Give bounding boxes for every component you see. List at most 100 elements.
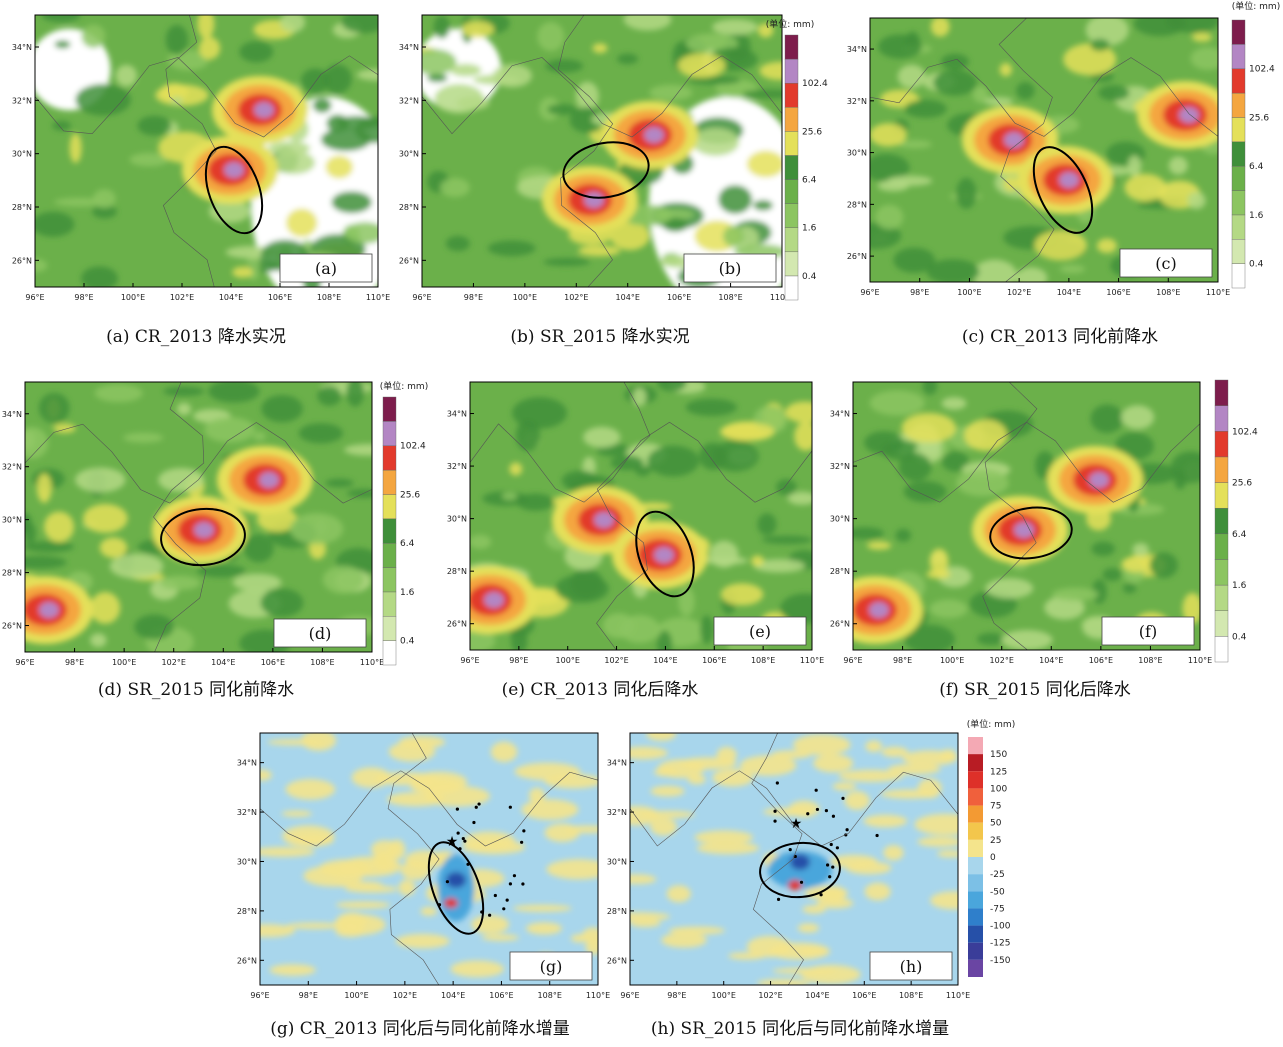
station <box>773 810 776 813</box>
lat-label: 26°N <box>237 956 257 965</box>
colorbar-swatch <box>785 204 798 228</box>
colorbar-label: -25 <box>990 870 1005 880</box>
lat-label: 28°N <box>607 907 627 916</box>
panel-caption: (f) SR_2015 同化后降水 <box>939 680 1131 700</box>
lon-label: 96°E <box>843 656 862 665</box>
lon-label: 102°E <box>564 293 588 302</box>
lon-label: 104°E <box>219 293 243 302</box>
blob <box>1166 9 1220 33</box>
blob <box>1192 33 1212 42</box>
blob <box>1016 82 1035 100</box>
colorbar-label: 150 <box>990 750 1007 760</box>
lat-label: 30°N <box>447 515 467 524</box>
station <box>789 848 792 851</box>
panel-caption: (d) SR_2015 同化前降水 <box>98 680 294 700</box>
station <box>825 809 828 812</box>
blob <box>942 397 967 409</box>
panel-caption: (e) CR_2013 同化后降水 <box>502 680 699 700</box>
lon-label: 110°E <box>366 293 390 302</box>
lon-label: 106°E <box>702 656 726 665</box>
blob <box>789 801 819 818</box>
decrease <box>790 854 810 870</box>
map-panel: 96°E98°E100°E102°E104°E106°E108°E110°E26… <box>399 8 828 347</box>
blob <box>513 905 572 912</box>
blob <box>555 574 609 602</box>
colorbar-label: 0.4 <box>802 272 817 282</box>
blob <box>421 907 437 916</box>
blob <box>450 64 481 77</box>
blob <box>930 549 949 575</box>
lon-label: 98°E <box>464 293 483 302</box>
lat-label: 34°N <box>847 45 867 54</box>
blob <box>1052 588 1099 601</box>
blob <box>776 479 797 496</box>
blob <box>1169 157 1188 175</box>
heavy-rain <box>224 162 244 178</box>
blob <box>870 390 925 415</box>
station <box>520 841 523 844</box>
heavy-rain <box>869 602 889 618</box>
lat-label: 30°N <box>399 150 419 159</box>
blob <box>16 427 48 459</box>
blob <box>37 473 52 503</box>
blob <box>83 504 128 533</box>
blob <box>802 905 825 914</box>
lon-label: 104°E <box>441 991 465 1000</box>
blob <box>512 397 567 429</box>
lon-label: 104°E <box>1039 656 1063 665</box>
colorbar-label: -150 <box>990 956 1011 966</box>
blob <box>937 850 964 857</box>
blob <box>956 178 976 209</box>
heavy-rain <box>594 512 614 528</box>
lon-label: 98°E <box>509 656 528 665</box>
lat-label: 26°N <box>607 956 627 965</box>
colorbar-label: 6.4 <box>400 539 415 549</box>
station <box>509 882 512 885</box>
lon-label: 108°E <box>310 658 334 667</box>
blob <box>931 16 950 36</box>
blob <box>482 934 519 941</box>
blob <box>325 479 353 488</box>
colorbar-swatch <box>1232 166 1245 190</box>
lat-label: 26°N <box>830 620 850 629</box>
blob <box>334 881 383 887</box>
blob <box>233 574 282 591</box>
lat-label: 34°N <box>830 410 850 419</box>
blob <box>977 633 1005 645</box>
station <box>462 837 465 840</box>
lon-label: 98°E <box>299 991 318 1000</box>
blob <box>801 965 861 984</box>
blob <box>940 749 957 762</box>
blob <box>399 880 416 896</box>
blob <box>509 462 522 475</box>
colorbar-label: -100 <box>990 922 1011 932</box>
lat-label: 34°N <box>607 759 627 768</box>
blob <box>158 468 204 492</box>
station <box>816 808 819 811</box>
blob <box>521 799 578 820</box>
lon-label: 110°E <box>586 991 610 1000</box>
lon-label: 100°E <box>940 656 964 665</box>
lon-label: 108°E <box>317 293 341 302</box>
blob <box>286 779 336 800</box>
colorbar-swatch <box>785 276 798 300</box>
lat-label: 30°N <box>607 857 627 866</box>
blob <box>427 74 448 83</box>
blob <box>286 209 317 238</box>
colorbar-swatch <box>1232 69 1245 93</box>
blob <box>1090 39 1110 51</box>
lon-label: 108°E <box>538 991 562 1000</box>
panel-label: (f) <box>1139 622 1157 641</box>
colorbar-swatch <box>1215 534 1228 560</box>
blob <box>529 788 545 804</box>
map-panel: 96°E98°E100°E102°E104°E106°E108°E110°E26… <box>0 378 428 700</box>
colorbar-swatch <box>968 943 983 960</box>
lon-label: 100°E <box>121 293 145 302</box>
blob <box>461 21 494 38</box>
lon-label: 106°E <box>489 991 513 1000</box>
blob <box>1190 47 1225 70</box>
lon-label: 100°E <box>712 991 736 1000</box>
blob <box>899 453 932 481</box>
blob <box>323 64 351 93</box>
lon-label: 98°E <box>910 288 929 297</box>
